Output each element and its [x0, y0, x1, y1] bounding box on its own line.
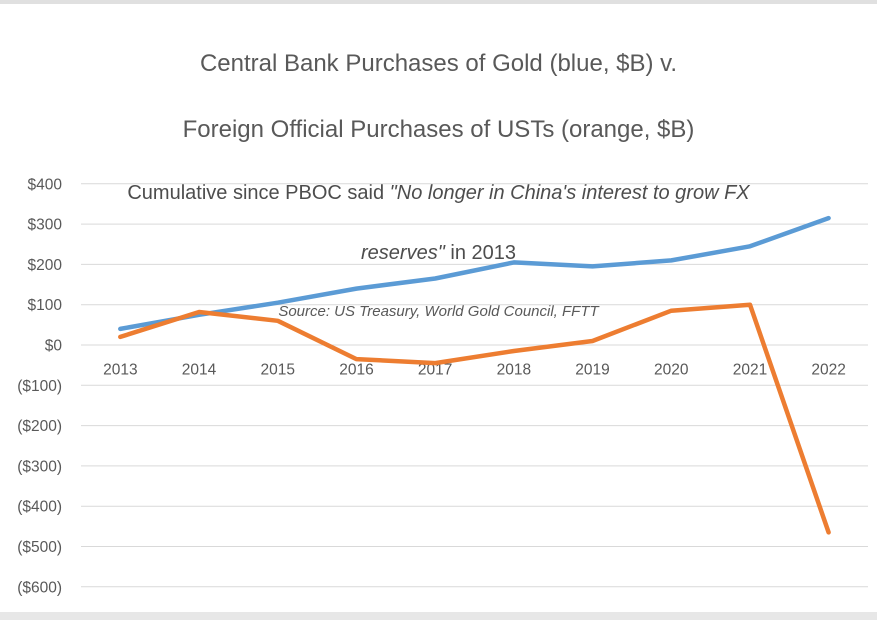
- window-edge-bottom: [0, 612, 877, 620]
- y-axis-tick-label: $0: [45, 338, 63, 355]
- subtitle-quote-part-2: reserves": [361, 242, 445, 264]
- series-line: [118, 302, 831, 535]
- x-axis-tick-label: 2014: [182, 362, 217, 379]
- chart-title-block: Central Bank Purchases of Gold (blue, $B…: [0, 13, 877, 358]
- x-axis-tick-label: 2016: [339, 362, 373, 379]
- y-axis-tick-label: ($100): [17, 378, 62, 395]
- x-axis-tick-label: 2021: [733, 362, 767, 379]
- chart-title-line-2: Foreign Official Purchases of USTs (oran…: [182, 116, 695, 143]
- y-axis-tick-label: $400: [28, 176, 63, 193]
- x-axis-tick-label: 2020: [654, 362, 689, 379]
- window-edge-top: [0, 0, 877, 4]
- y-axis-tick-label: ($600): [17, 579, 62, 596]
- x-axis-tick-label: 2018: [497, 362, 531, 379]
- chart-source-line: Source: US Treasury, World Gold Council,…: [278, 303, 599, 320]
- y-axis-tick-label: ($400): [17, 499, 62, 516]
- y-axis-tick-label: $300: [28, 217, 63, 234]
- chart-subtitle-line-2: reserves" in 2013: [0, 241, 877, 265]
- chart-title-line-1: Central Bank Purchases of Gold (blue, $B…: [199, 50, 678, 77]
- series-line: [118, 215, 831, 332]
- x-axis-tick-label: 2013: [103, 362, 137, 379]
- x-axis-tick-label: 2019: [575, 362, 609, 379]
- x-axis-tick-label: 2022: [811, 362, 845, 379]
- subtitle-prefix: Cumulative since PBOC said: [127, 182, 390, 204]
- subtitle-quote-part-1: "No longer in China's interest to grow F…: [389, 182, 750, 204]
- chart-subtitle-line-1: Cumulative since PBOC said "No longer in…: [0, 181, 877, 205]
- x-axis-tick-label: 2017: [418, 362, 452, 379]
- y-axis-tick-label: ($200): [17, 418, 62, 435]
- y-axis-tick-label: ($300): [17, 458, 62, 475]
- y-axis-tick-label: $200: [28, 257, 63, 274]
- x-axis-tick-label: 2015: [261, 362, 295, 379]
- subtitle-suffix: in 2013: [444, 242, 516, 264]
- y-axis-tick-label: $100: [28, 297, 63, 314]
- y-axis-tick-label: ($500): [17, 539, 62, 556]
